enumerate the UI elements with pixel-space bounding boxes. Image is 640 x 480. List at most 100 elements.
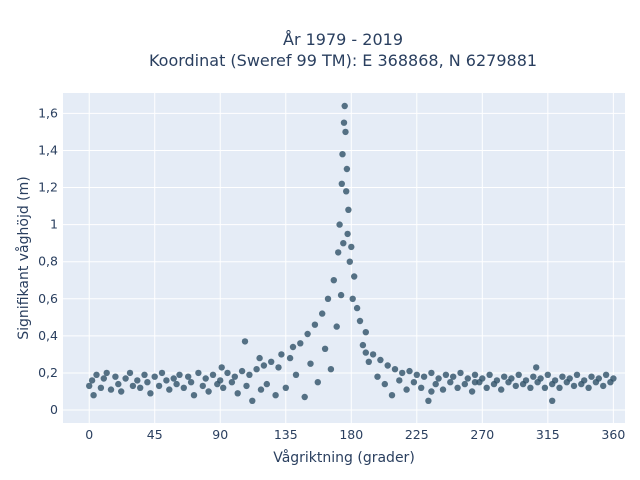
data-point xyxy=(173,380,180,388)
data-point xyxy=(533,364,540,371)
data-point xyxy=(314,379,321,386)
data-point xyxy=(527,384,534,391)
data-point xyxy=(359,341,367,349)
data-point xyxy=(321,345,329,352)
data-point xyxy=(391,366,399,373)
data-point xyxy=(297,340,304,347)
data-point xyxy=(410,379,418,386)
x-tick-label: 135 xyxy=(274,427,298,442)
data-point xyxy=(403,386,410,393)
data-point xyxy=(185,373,192,380)
data-point xyxy=(362,329,369,336)
data-point xyxy=(238,367,246,375)
data-point xyxy=(349,295,356,302)
data-point xyxy=(377,356,384,364)
data-point xyxy=(342,128,349,136)
data-point xyxy=(220,384,227,391)
data-point xyxy=(134,377,141,384)
y-tick-label: 1,2 xyxy=(38,180,58,195)
data-point xyxy=(595,375,602,382)
data-point xyxy=(439,386,447,393)
data-point xyxy=(86,382,93,390)
data-point xyxy=(600,382,607,390)
y-tick-label: 1,6 xyxy=(38,105,58,120)
data-point xyxy=(450,373,457,380)
data-point xyxy=(263,380,270,388)
y-tick-label: 1 xyxy=(50,217,58,232)
data-point xyxy=(420,373,428,380)
data-point xyxy=(289,343,297,351)
data-point xyxy=(107,386,115,393)
data-point xyxy=(336,221,343,228)
data-point xyxy=(384,362,391,369)
data-point xyxy=(588,373,595,380)
data-point xyxy=(339,151,346,158)
data-point xyxy=(471,371,479,378)
data-point xyxy=(97,384,105,391)
y-tick-labels: 0 0,2 0,4 0,6 0,8 1 1,2 1,4 1,6 xyxy=(38,105,58,417)
data-point xyxy=(286,354,294,362)
data-point xyxy=(457,369,464,377)
data-point xyxy=(330,277,337,284)
data-point xyxy=(327,366,335,373)
data-point xyxy=(581,377,588,384)
data-point xyxy=(447,379,454,386)
data-point xyxy=(268,358,275,365)
data-point xyxy=(501,373,508,380)
data-point xyxy=(137,384,144,391)
data-point xyxy=(365,358,372,365)
data-point xyxy=(103,369,110,377)
data-point xyxy=(362,349,369,356)
data-point xyxy=(610,375,617,382)
data-point xyxy=(530,373,537,380)
data-point xyxy=(195,369,202,377)
data-point xyxy=(257,386,265,393)
data-point xyxy=(471,379,479,386)
y-tick-label: 0,4 xyxy=(38,328,58,343)
data-point xyxy=(304,330,311,338)
data-point xyxy=(338,180,345,187)
data-point xyxy=(246,371,253,378)
data-point xyxy=(341,102,348,110)
data-point xyxy=(343,188,350,195)
data-point xyxy=(275,364,282,371)
x-tick-label: 90 xyxy=(212,427,228,442)
data-point xyxy=(602,371,610,378)
plot-area xyxy=(63,93,625,423)
y-tick-label: 0,6 xyxy=(38,291,58,306)
data-point xyxy=(333,323,340,330)
data-point xyxy=(301,393,308,401)
data-point xyxy=(292,371,300,378)
data-point xyxy=(243,382,250,390)
data-point xyxy=(508,375,515,382)
data-point xyxy=(234,390,241,397)
data-point xyxy=(544,371,551,378)
data-point xyxy=(176,371,183,378)
data-point xyxy=(344,230,351,238)
data-point xyxy=(319,310,326,317)
data-point xyxy=(272,392,279,399)
data-point xyxy=(307,360,314,367)
data-point xyxy=(199,382,206,390)
data-point xyxy=(413,371,420,378)
data-point xyxy=(260,362,268,369)
data-point xyxy=(93,371,100,378)
data-point xyxy=(374,373,381,380)
data-point xyxy=(343,165,351,173)
data-point xyxy=(541,384,549,391)
data-point xyxy=(180,384,187,391)
data-point xyxy=(324,295,332,302)
x-tick-label: 45 xyxy=(147,427,163,442)
y-tick-label: 1,4 xyxy=(38,142,58,157)
data-point xyxy=(241,338,249,345)
data-point xyxy=(559,373,566,380)
data-point xyxy=(218,364,225,371)
data-point xyxy=(351,273,358,280)
data-point xyxy=(566,375,573,382)
data-point xyxy=(428,369,435,377)
data-point xyxy=(122,375,129,382)
data-point xyxy=(100,375,108,382)
data-point xyxy=(166,386,173,393)
data-point xyxy=(278,351,285,358)
